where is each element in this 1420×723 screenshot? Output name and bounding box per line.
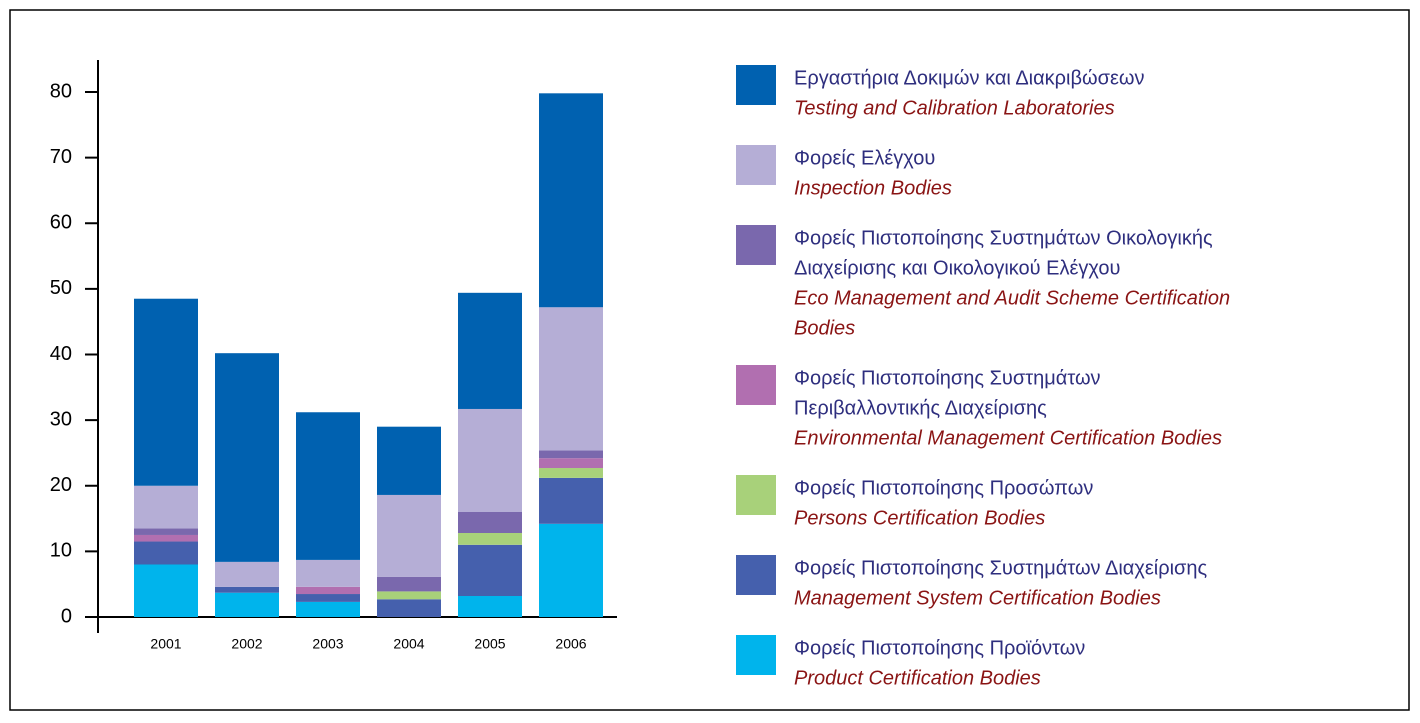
legend-swatch — [736, 365, 776, 405]
y-tick-label: 20 — [50, 474, 72, 496]
bar-segment — [215, 586, 279, 593]
legend-label-en: Persons Certification Bodies — [794, 507, 1045, 529]
legend-label: Φορείς Πιστοποίησης Συστημάτων Οικολογικ… — [794, 227, 1213, 249]
x-tick-label: 2003 — [312, 636, 343, 652]
bar-segment — [377, 591, 441, 600]
bar-segment — [134, 541, 198, 565]
legend-label-en: Testing and Calibration Laboratories — [794, 97, 1115, 119]
legend-label: Φορείς Πιστοποίησης Προϊόντων — [794, 637, 1085, 659]
bar-segment — [296, 559, 360, 587]
x-tick-label: 2005 — [474, 636, 505, 652]
y-tick-label: 70 — [50, 146, 72, 168]
bar-segment — [296, 601, 360, 617]
bar-segment — [134, 485, 198, 529]
bar-segment — [134, 564, 198, 617]
bar-segment — [296, 586, 360, 595]
bar-segment — [539, 450, 603, 459]
legend-label-en: Environmental Management Certification B… — [794, 427, 1222, 449]
bar-segment — [539, 458, 603, 469]
bar-segment — [215, 561, 279, 587]
bar-segment — [134, 534, 198, 542]
bar-segment — [377, 599, 441, 617]
y-tick-label: 50 — [50, 277, 72, 299]
y-tick-label: 60 — [50, 212, 72, 234]
bar-segment — [458, 292, 522, 409]
x-tick-label: 2002 — [231, 636, 262, 652]
bar-segment — [215, 592, 279, 617]
bar-segment — [134, 528, 198, 535]
bar-segment — [458, 596, 522, 617]
bar-segment — [215, 353, 279, 562]
bar-segment — [377, 576, 441, 592]
legend-swatch — [736, 65, 776, 105]
legend-label-en: Product Certification Bodies — [794, 667, 1041, 689]
legend-swatch — [736, 555, 776, 595]
x-tick-label: 2006 — [555, 636, 586, 652]
bar-segment — [377, 426, 441, 495]
bar-segment — [458, 533, 522, 545]
bar-segment — [458, 408, 522, 512]
bar-segment — [539, 477, 603, 524]
legend-label-en: Bodies — [794, 317, 855, 339]
bar-segment — [296, 412, 360, 560]
frame — [9, 9, 1410, 711]
legend-label: Φορείς Πιστοποίησης Προσώπων — [794, 477, 1093, 499]
legend-label: Φορείς Ελέγχου — [794, 147, 935, 169]
bar-segment — [539, 307, 603, 451]
bar-segment — [377, 494, 441, 577]
bar-segment — [134, 298, 198, 486]
y-tick-label: 80 — [50, 80, 72, 102]
bar-segment — [458, 512, 522, 533]
bar-segment — [296, 594, 360, 602]
legend-label: Φορείς Πιστοποίησης Συστημάτων Διαχείρισ… — [794, 557, 1208, 579]
bar-segment — [458, 544, 522, 596]
legend-swatch — [736, 475, 776, 515]
legend-label: Φορείς Πιστοποίησης Συστημάτων — [794, 367, 1101, 389]
y-tick-label: 0 — [61, 605, 72, 627]
legend-swatch — [736, 635, 776, 675]
legend-swatch — [736, 225, 776, 265]
legend-label-en: Management System Certification Bodies — [794, 587, 1161, 609]
legend-label: Διαχείρισης και Οικολογικού Ελέγχου — [794, 257, 1120, 279]
legend-swatch — [736, 145, 776, 185]
y-tick-label: 30 — [50, 408, 72, 430]
x-tick-label: 2004 — [393, 636, 424, 652]
legend-label: Περιβαλλοντικής Διαχείρισης — [794, 397, 1047, 419]
y-tick-label: 10 — [50, 540, 72, 562]
bar-segment — [539, 93, 603, 308]
bar-segment — [539, 468, 603, 478]
legend-label: Εργαστήρια Δοκιμών και Διακριβώσεων — [794, 67, 1145, 89]
legend-label-en: Inspection Bodies — [794, 177, 952, 199]
x-tick-label: 2001 — [150, 636, 181, 652]
legend-label-en: Eco Management and Audit Scheme Certific… — [794, 287, 1230, 309]
bar-segment — [539, 523, 603, 617]
y-tick-label: 40 — [50, 343, 72, 365]
